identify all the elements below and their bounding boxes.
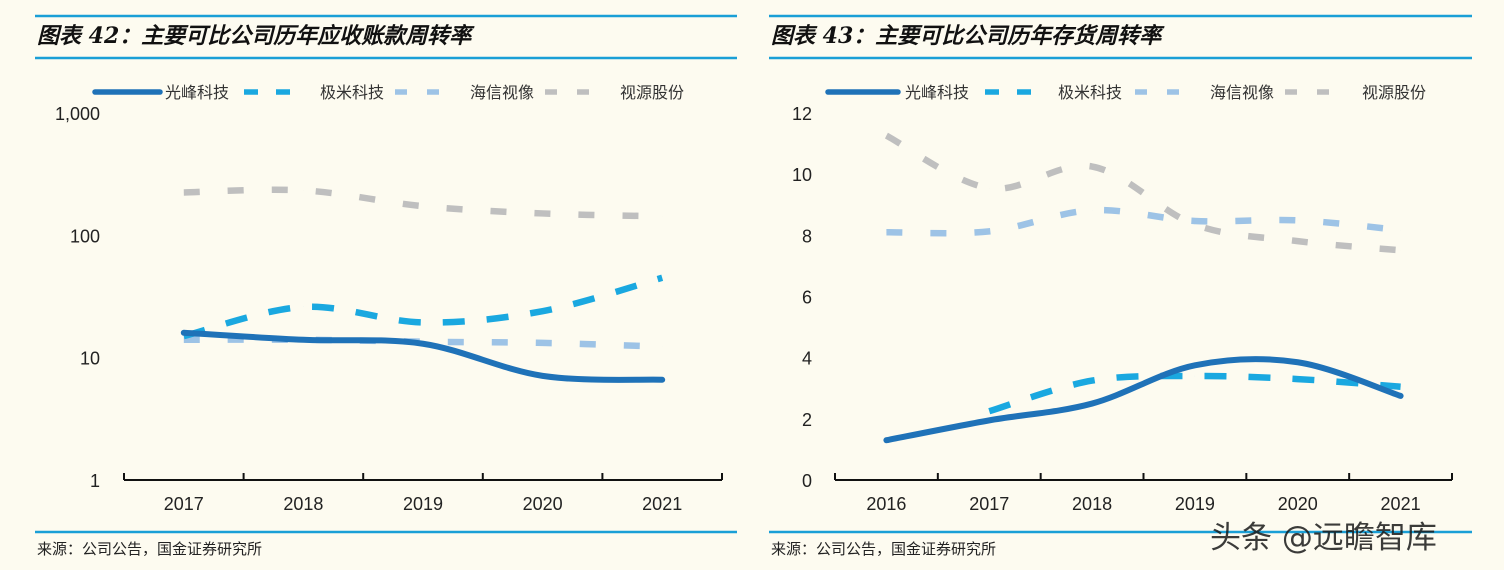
source-note: 来源：公司公告，国金证券研究所 xyxy=(771,540,996,558)
y-tick-label: 12 xyxy=(792,104,812,124)
x-tick-label: 2019 xyxy=(1175,494,1215,514)
x-tick-label: 2021 xyxy=(642,494,682,514)
y-tick-label: 6 xyxy=(802,288,812,308)
legend-label: 海信视像 xyxy=(470,84,534,102)
series-line-0 xyxy=(180,329,666,383)
y-tick-label: 2 xyxy=(802,410,812,430)
y-tick-label: 10 xyxy=(792,165,812,185)
source-note: 来源：公司公告，国金证券研究所 xyxy=(37,540,262,558)
legend-label: 光峰科技 xyxy=(905,84,969,102)
legend-label: 极米科技 xyxy=(1058,84,1122,102)
series-line-3 xyxy=(884,132,1401,254)
legend-label: 海信视像 xyxy=(1210,84,1274,102)
legend-label: 极米科技 xyxy=(320,84,384,102)
y-tick-label: 100 xyxy=(70,226,100,246)
y-tick-label: 4 xyxy=(802,349,812,369)
chart-panel-inventory-turnover: 图表 43：主要可比公司历年存货周转率 来源：公司公告，国金证券研究所 2016… xyxy=(769,14,1472,558)
watermark: 头条 @远瞻智库 xyxy=(1210,520,1437,556)
x-tick-label: 2018 xyxy=(1072,494,1112,514)
series-line-1 xyxy=(988,372,1401,415)
series-line-3 xyxy=(183,186,663,220)
series-line-2 xyxy=(886,206,1401,237)
y-tick-label: 0 xyxy=(802,471,812,491)
y-tick-label: 8 xyxy=(802,226,812,246)
x-tick-label: 2018 xyxy=(283,494,323,514)
x-tick-label: 2020 xyxy=(523,494,563,514)
x-tick-label: 2016 xyxy=(866,494,906,514)
legend-label: 视源股份 xyxy=(620,84,684,102)
y-tick-label: 1,000 xyxy=(55,104,100,124)
x-tick-label: 2017 xyxy=(969,494,1009,514)
chart-title: 图表 42：主要可比公司历年应收账款周转率 xyxy=(37,23,475,49)
series-line-0 xyxy=(883,356,1404,444)
x-tick-label: 2017 xyxy=(164,494,204,514)
y-tick-label: 1 xyxy=(90,471,100,491)
chart-panel-receivables-turnover: 图表 42：主要可比公司历年应收账款周转率 来源：公司公告，国金证券研究所 20… xyxy=(35,14,737,558)
legend-label: 视源股份 xyxy=(1362,84,1426,102)
chart-title: 图表 43：主要可比公司历年存货周转率 xyxy=(771,23,1165,49)
x-tick-label: 2020 xyxy=(1278,494,1318,514)
legend-label: 光峰科技 xyxy=(165,84,229,102)
y-tick-label: 10 xyxy=(80,349,100,369)
x-tick-label: 2019 xyxy=(403,494,443,514)
x-tick-label: 2021 xyxy=(1381,494,1421,514)
series-line-1 xyxy=(183,274,664,340)
series-line-2 xyxy=(183,336,663,350)
